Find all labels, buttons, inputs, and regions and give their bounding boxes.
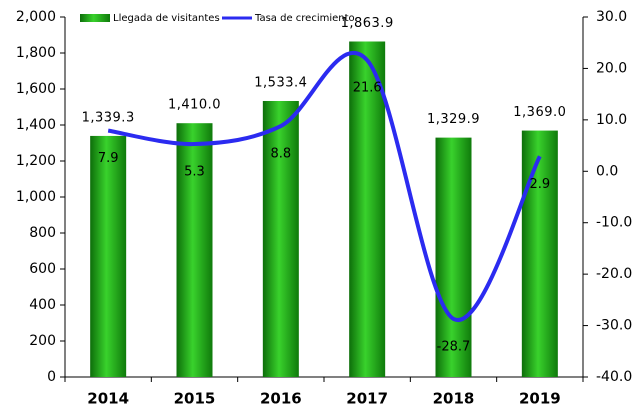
y-tick-label: 1,400 — [16, 117, 56, 133]
bar — [262, 100, 299, 377]
bar — [521, 130, 558, 377]
legend-swatch — [80, 14, 110, 22]
y-tick-label: 600 — [29, 261, 56, 277]
x-tick-label: 2017 — [346, 390, 388, 408]
bar — [435, 137, 472, 377]
y2-tick-label: 20.0 — [596, 60, 627, 76]
bar-value-label: 1,369.0 — [513, 105, 566, 120]
y2-tick-label: 0.0 — [596, 163, 618, 179]
legend-label: Llegada de visitantes — [113, 13, 220, 24]
bar-value-label: 1,533.4 — [254, 75, 307, 90]
y-tick-label: 800 — [29, 225, 56, 241]
bar-value-label: 1,410.0 — [168, 98, 221, 113]
bar — [349, 41, 386, 378]
y2-tick-label: -30.0 — [596, 318, 632, 334]
y-tick-label: 400 — [29, 297, 56, 313]
line-value-label: 21.6 — [353, 81, 382, 96]
growth-line — [107, 50, 542, 322]
line-value-label: 2.9 — [529, 177, 550, 192]
bar-value-label: 1,329.9 — [427, 112, 480, 127]
y-tick-label: 200 — [29, 333, 56, 349]
bar-value-label: 1,339.3 — [82, 110, 135, 125]
line-value-label: 5.3 — [184, 165, 205, 180]
bar-value-label: 1,863.9 — [341, 16, 394, 31]
y-tick-label: 0 — [47, 369, 56, 385]
x-tick-label: 2018 — [433, 390, 475, 408]
legend-label: Tasa de crecimiento — [254, 13, 355, 24]
y2-tick-label: -10.0 — [596, 215, 632, 231]
y2-tick-label: 10.0 — [596, 112, 627, 128]
x-tick-label: 2014 — [87, 390, 129, 408]
x-tick-label: 2015 — [174, 390, 216, 408]
line-value-label: -28.7 — [437, 339, 471, 354]
bar — [90, 135, 127, 377]
y2-tick-label: 30.0 — [596, 9, 627, 25]
x-tick-label: 2016 — [260, 390, 302, 408]
y-tick-label: 1,800 — [16, 45, 56, 61]
y-tick-label: 1,200 — [16, 153, 56, 169]
bar — [176, 123, 213, 377]
line-value-label: 8.8 — [270, 147, 291, 162]
y2-tick-label: -20.0 — [596, 266, 632, 282]
y-tick-label: 2,000 — [16, 9, 56, 25]
y2-tick-label: -40.0 — [596, 369, 632, 385]
line-value-label: 7.9 — [98, 151, 119, 166]
x-tick-label: 2019 — [519, 390, 561, 408]
y-tick-label: 1,000 — [16, 189, 56, 205]
y-tick-label: 1,600 — [16, 81, 56, 97]
